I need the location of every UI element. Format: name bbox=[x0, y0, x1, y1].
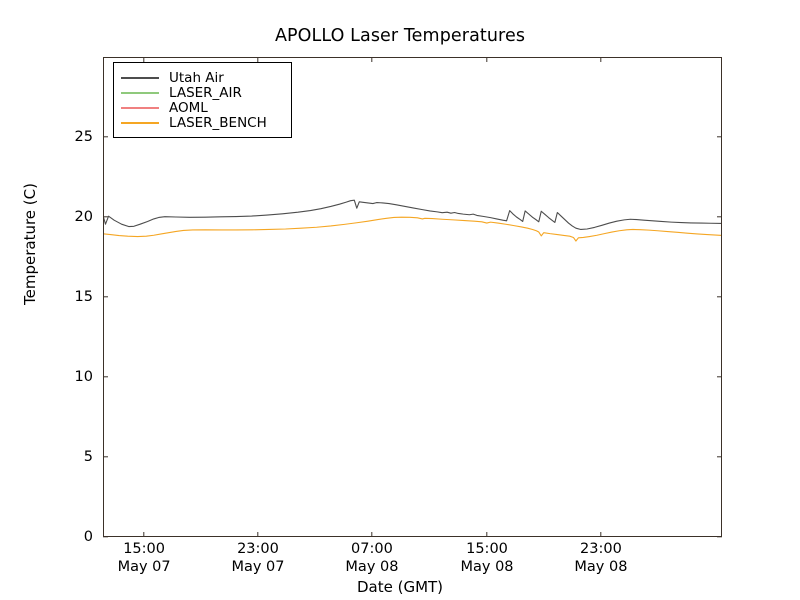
y-tick-label: 0 bbox=[83, 529, 93, 545]
x-tick-label-date: May 07 bbox=[117, 558, 171, 575]
y-tick-mark bbox=[717, 136, 722, 138]
x-tick-mark bbox=[371, 57, 373, 62]
y-axis-label: Temperature (C) bbox=[21, 183, 39, 305]
x-tick-label-time: 23:00 bbox=[580, 541, 622, 557]
legend-color-swatch bbox=[121, 121, 159, 124]
data-series-line bbox=[103, 200, 722, 229]
legend-item-label: AOML bbox=[169, 99, 208, 116]
x-tick-mark bbox=[486, 532, 488, 537]
legend-color-swatch bbox=[121, 76, 159, 79]
legend-item[interactable]: LASER_AIR bbox=[121, 84, 283, 101]
y-tick-label: 10 bbox=[74, 369, 93, 385]
x-tick-label-date: May 08 bbox=[460, 558, 514, 575]
legend-color-swatch bbox=[121, 91, 159, 94]
x-tick-mark bbox=[371, 532, 373, 537]
x-tick-label-time: 23:00 bbox=[237, 541, 279, 557]
plot-frame bbox=[103, 57, 722, 537]
legend-item-label: LASER_BENCH bbox=[169, 114, 267, 131]
x-tick-mark bbox=[486, 57, 488, 62]
y-tick-label: 15 bbox=[74, 289, 93, 305]
x-tick-label: 23:00 May 07 bbox=[188, 541, 328, 576]
x-tick-label-time: 07:00 bbox=[351, 541, 393, 557]
data-series-layer bbox=[103, 57, 722, 537]
y-tick-mark bbox=[717, 536, 722, 538]
chart-title: APOLLO Laser Temperatures bbox=[274, 26, 526, 46]
legend-item[interactable]: AOML bbox=[121, 99, 283, 116]
x-tick-label-time: 15:00 bbox=[466, 541, 508, 557]
legend-item-label: Utah Air bbox=[169, 69, 224, 86]
y-tick-mark bbox=[717, 216, 722, 218]
x-axis-label: Date (GMT) bbox=[356, 578, 444, 596]
y-tick-label: 5 bbox=[83, 449, 93, 465]
legend-item[interactable]: Utah Air bbox=[121, 69, 283, 86]
x-tick-mark bbox=[143, 532, 145, 537]
legend-item[interactable]: LASER_BENCH bbox=[121, 114, 283, 131]
y-tick-mark bbox=[103, 376, 108, 378]
y-tick-mark bbox=[717, 376, 722, 378]
x-tick-label: 15:00 May 08 bbox=[417, 541, 557, 576]
legend-color-swatch bbox=[121, 106, 159, 109]
legend-item-label: LASER_AIR bbox=[169, 84, 242, 101]
x-tick-label-date: May 08 bbox=[345, 558, 399, 575]
y-tick-mark bbox=[103, 136, 108, 138]
plot-area bbox=[103, 57, 722, 537]
x-tick-label-date: May 07 bbox=[231, 558, 285, 575]
x-tick-label: 15:00 May 07 bbox=[74, 541, 214, 576]
data-series-line bbox=[103, 217, 722, 241]
x-tick-mark bbox=[257, 57, 259, 62]
chart-legend[interactable]: Utah Air LASER_AIR AOML LASER_BENCH bbox=[113, 62, 292, 138]
y-tick-mark bbox=[103, 216, 108, 218]
y-tick-mark bbox=[717, 456, 722, 458]
y-tick-label: 20 bbox=[74, 209, 93, 225]
x-tick-label: 07:00 May 08 bbox=[302, 541, 442, 576]
y-tick-mark bbox=[717, 296, 722, 298]
y-tick-mark bbox=[103, 536, 108, 538]
x-tick-mark bbox=[257, 532, 259, 537]
x-tick-label-time: 15:00 bbox=[123, 541, 165, 557]
y-tick-label: 25 bbox=[74, 129, 93, 145]
x-tick-label: 23:00 May 08 bbox=[531, 541, 671, 576]
x-tick-mark bbox=[600, 57, 602, 62]
y-tick-mark bbox=[103, 296, 108, 298]
x-tick-mark bbox=[600, 532, 602, 537]
x-tick-label-date: May 08 bbox=[574, 558, 628, 575]
y-tick-mark bbox=[103, 456, 108, 458]
x-tick-mark bbox=[143, 57, 145, 62]
